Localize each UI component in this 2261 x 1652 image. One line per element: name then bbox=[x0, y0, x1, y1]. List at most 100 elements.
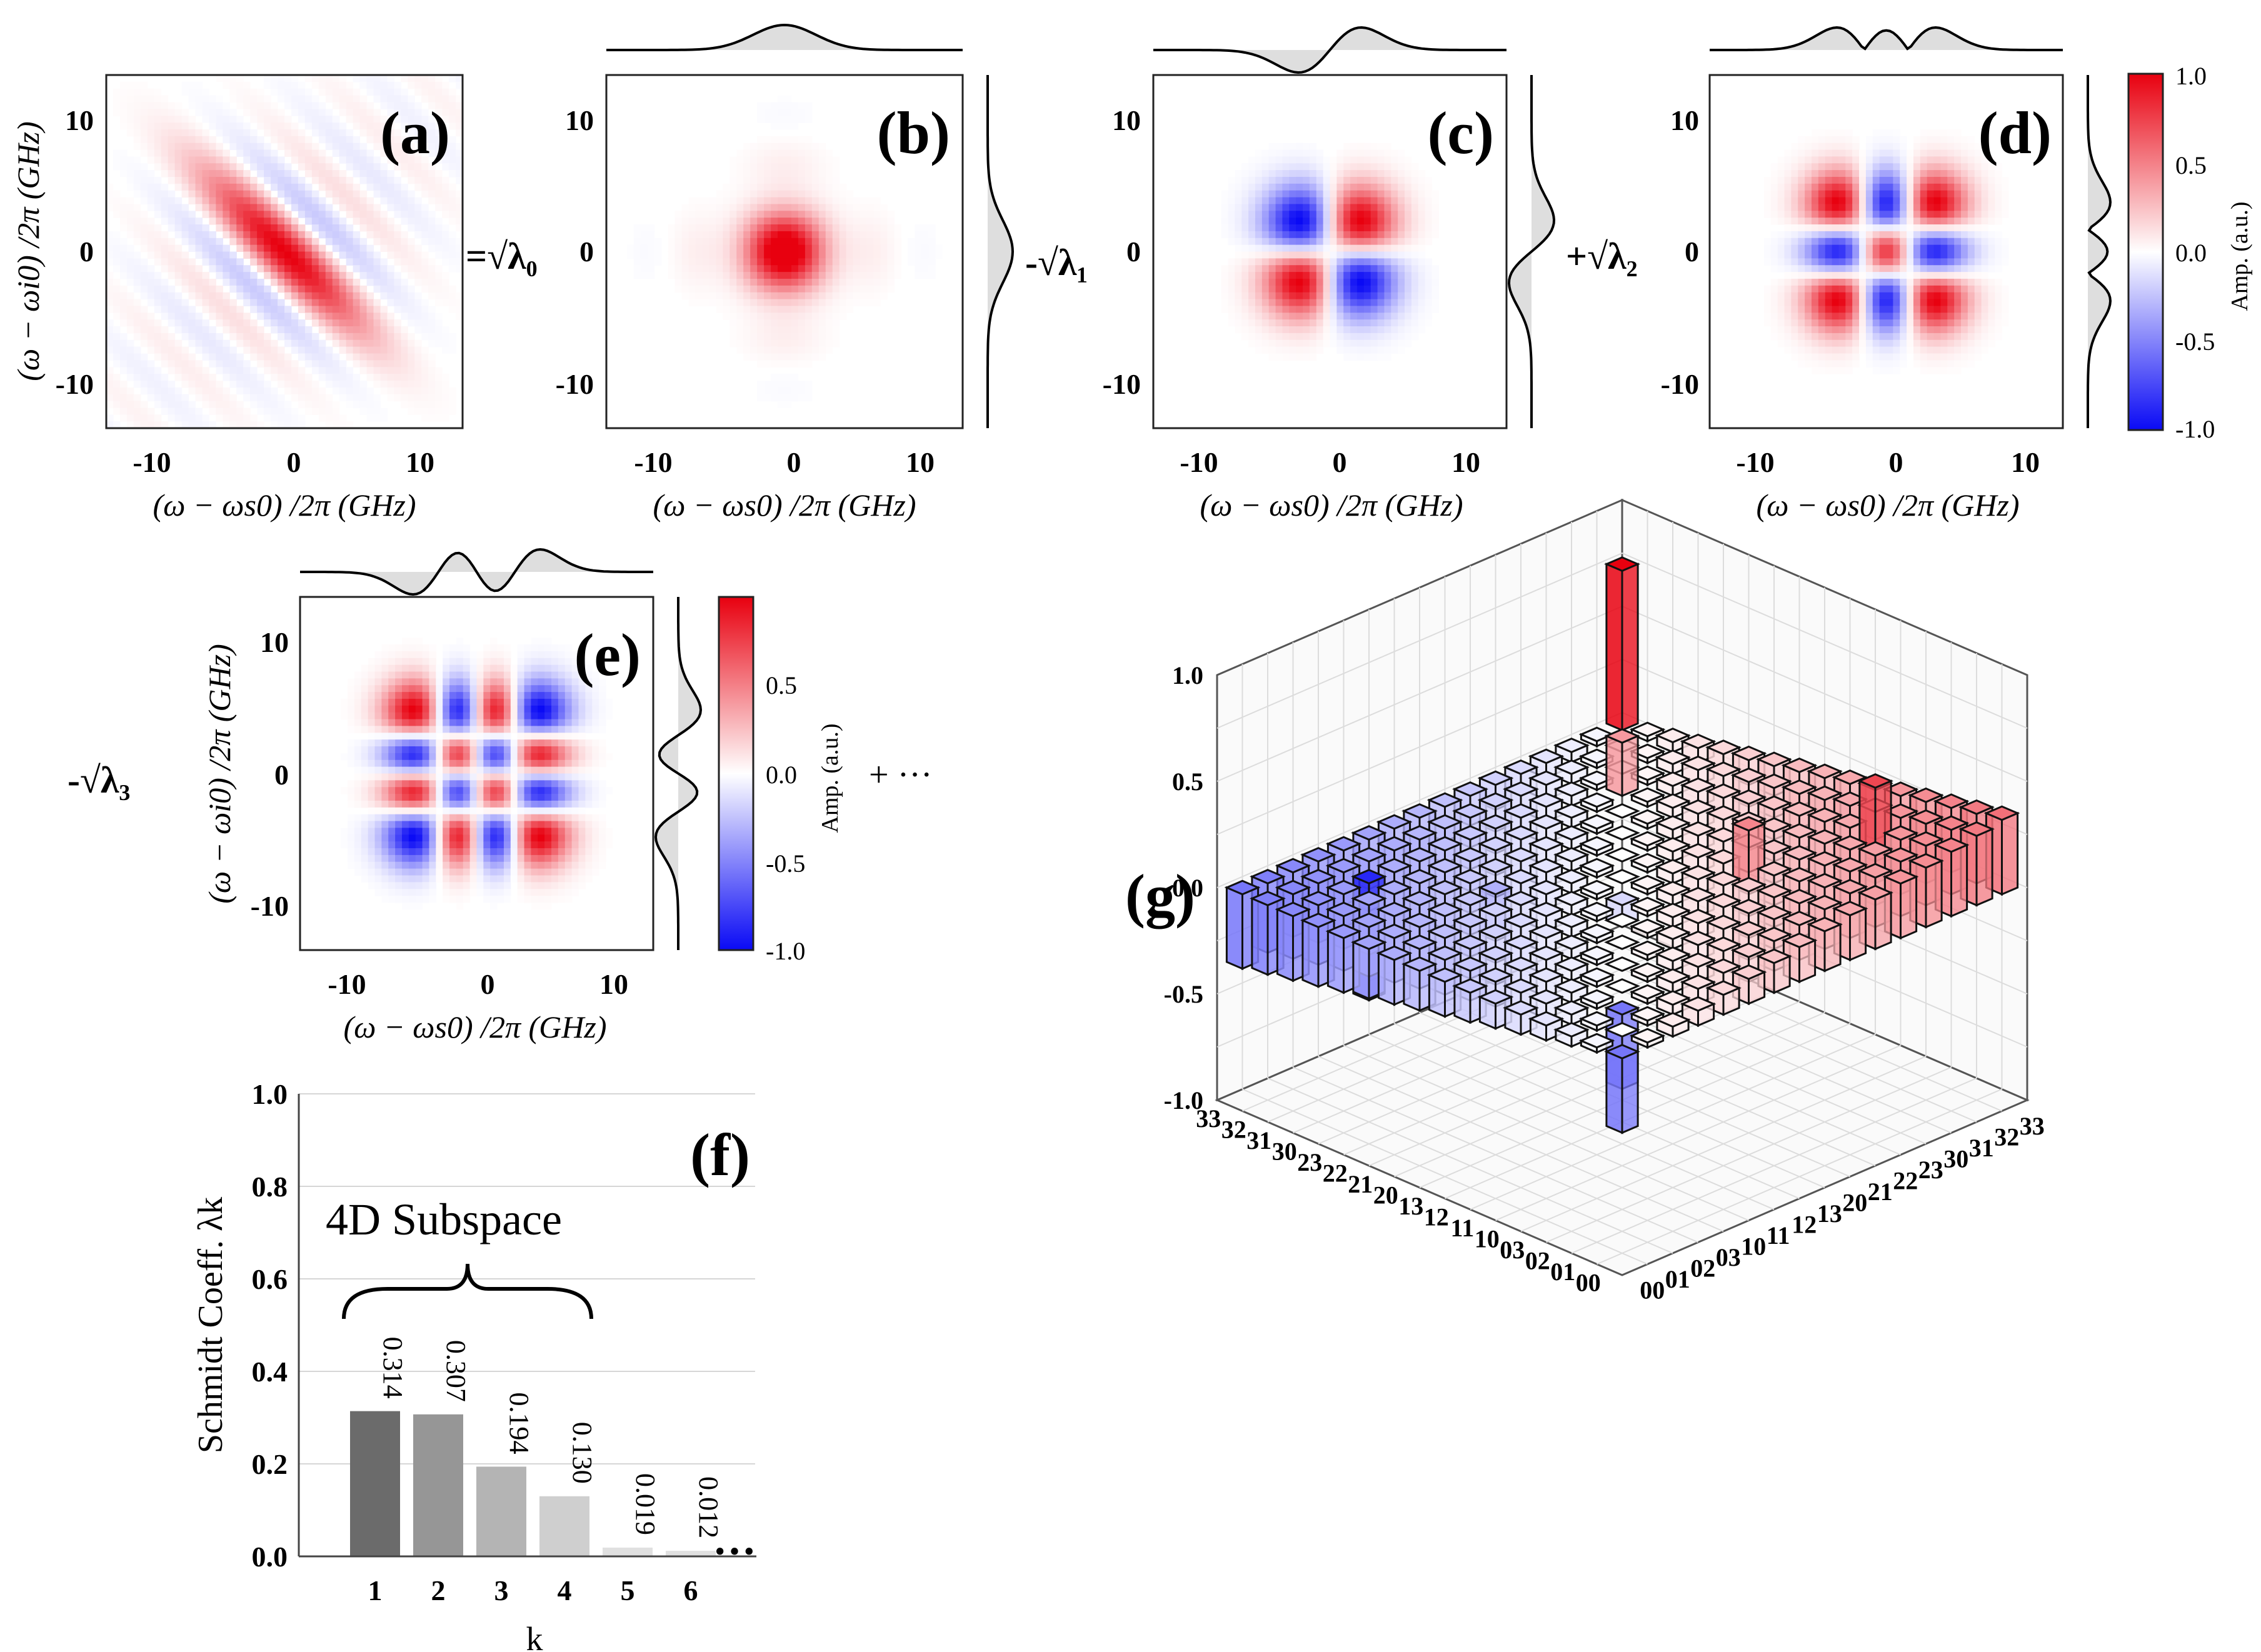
heatmap-cell bbox=[346, 143, 354, 151]
heatmap-cell bbox=[449, 211, 456, 218]
heatmap-cell bbox=[674, 244, 683, 253]
heatmap-cell bbox=[1832, 251, 1840, 259]
heatmap-cell bbox=[681, 258, 689, 266]
heatmap-cell bbox=[873, 204, 881, 211]
heatmap-cell bbox=[1268, 170, 1276, 178]
heatmap-cell bbox=[257, 374, 264, 381]
heatmap-cell bbox=[1405, 204, 1412, 211]
heatmap-cell bbox=[1275, 278, 1283, 286]
heatmap-cell bbox=[1886, 272, 1893, 279]
heatmap-cell bbox=[380, 218, 388, 225]
heatmap-cell bbox=[154, 116, 162, 123]
heatmap-cell bbox=[880, 218, 888, 225]
heatmap-cell bbox=[119, 292, 128, 300]
heatmap-cell bbox=[133, 408, 141, 415]
heatmap-cell bbox=[839, 299, 847, 307]
heatmap-cell bbox=[257, 183, 264, 191]
heatmap-cell bbox=[825, 170, 833, 178]
heatmap-cell bbox=[1261, 299, 1270, 307]
heatmap-cell bbox=[188, 190, 196, 198]
heatmap-cell bbox=[633, 244, 641, 253]
heatmap-cell bbox=[373, 129, 381, 137]
heatmap-cell bbox=[414, 319, 422, 327]
heatmap-cell bbox=[695, 224, 703, 232]
heatmap-cell bbox=[1940, 224, 1948, 232]
heatmap-cell bbox=[174, 143, 183, 151]
heatmap-cell bbox=[798, 319, 806, 327]
heatmap-cell bbox=[1282, 238, 1290, 246]
heatmap-cell bbox=[243, 211, 251, 218]
heatmap-cell bbox=[1784, 265, 1792, 273]
heatmap-cell bbox=[1872, 258, 1880, 266]
heatmap-cell bbox=[866, 258, 875, 266]
heatmap-cell bbox=[181, 367, 189, 374]
heatmap-cell bbox=[1377, 156, 1385, 164]
heatmap-cell bbox=[140, 109, 148, 116]
heatmap-cell bbox=[366, 116, 374, 123]
heatmap-cell bbox=[408, 306, 415, 313]
heatmap-cell bbox=[278, 306, 285, 313]
heatmap-cell bbox=[647, 238, 655, 246]
heatmap-cell bbox=[1865, 176, 1873, 184]
heatmap-cell bbox=[1235, 183, 1242, 191]
heatmap-cell bbox=[387, 251, 394, 259]
heatmap-cell bbox=[709, 258, 716, 266]
heatmap-cell bbox=[421, 414, 429, 422]
heatmap-cell bbox=[421, 265, 429, 273]
heatmap-cell bbox=[1879, 285, 1887, 293]
heatmap-cell bbox=[408, 299, 415, 307]
heatmap-cell bbox=[154, 190, 162, 198]
heatmap-cell bbox=[798, 244, 806, 253]
heatmap-cell bbox=[1900, 224, 1907, 232]
heatmap-cell bbox=[1900, 265, 1907, 273]
heatmap-cell bbox=[428, 353, 436, 361]
heatmap-cell bbox=[1859, 149, 1867, 157]
heatmap-cell bbox=[168, 387, 176, 395]
heatmap-cell bbox=[126, 204, 134, 211]
heatmap-cell bbox=[1791, 313, 1798, 320]
heatmap-cell bbox=[119, 211, 128, 218]
heatmap-cell bbox=[1418, 299, 1426, 307]
heatmap-cell bbox=[126, 387, 134, 395]
heatmap-cell bbox=[243, 339, 251, 348]
heatmap-cell bbox=[1336, 285, 1344, 293]
heatmap-cell bbox=[1811, 204, 1819, 211]
heatmap-cell bbox=[414, 251, 422, 259]
heatmap-cell bbox=[1268, 319, 1276, 327]
heatmap-cell bbox=[791, 353, 799, 361]
heatmap-cell bbox=[188, 333, 196, 341]
heatmap-cell bbox=[332, 285, 340, 293]
heatmap-cell bbox=[1825, 251, 1833, 259]
heatmap-cell bbox=[1872, 204, 1880, 211]
heatmap-cell bbox=[853, 197, 861, 205]
heatmap-cell bbox=[1770, 306, 1778, 313]
heatmap-cell bbox=[332, 231, 340, 239]
heatmap-cell bbox=[1377, 272, 1385, 279]
heatmap-cell bbox=[147, 380, 155, 388]
heatmap-cell bbox=[181, 374, 189, 381]
heatmap-cell bbox=[181, 211, 189, 218]
heatmap-cell bbox=[202, 156, 210, 164]
heatmap-cell bbox=[284, 306, 292, 313]
heatmap-cell bbox=[1248, 231, 1256, 239]
heatmap-cell bbox=[291, 319, 299, 327]
heatmap-cell bbox=[271, 116, 278, 123]
heatmap-cell bbox=[1777, 183, 1785, 191]
heatmap-cell bbox=[216, 353, 223, 361]
heatmap-cell bbox=[1832, 204, 1840, 211]
heatmap-cell bbox=[1872, 170, 1880, 178]
heatmap-cell bbox=[168, 211, 176, 218]
heatmap-cell bbox=[1940, 156, 1948, 164]
heatmap-cell bbox=[264, 339, 271, 348]
heatmap-cell bbox=[414, 218, 422, 225]
heatmap-cell bbox=[1363, 163, 1371, 171]
heatmap-cell bbox=[771, 197, 778, 205]
heatmap-cell bbox=[325, 75, 333, 83]
heatmap-cell bbox=[236, 387, 244, 395]
heatmap-cell bbox=[1832, 319, 1840, 327]
heatmap-cell bbox=[832, 258, 840, 266]
heatmap-cell bbox=[353, 339, 361, 348]
heatmap-cell bbox=[1336, 176, 1344, 184]
heatmap-cell bbox=[394, 95, 401, 103]
heatmap-cell bbox=[264, 313, 271, 320]
